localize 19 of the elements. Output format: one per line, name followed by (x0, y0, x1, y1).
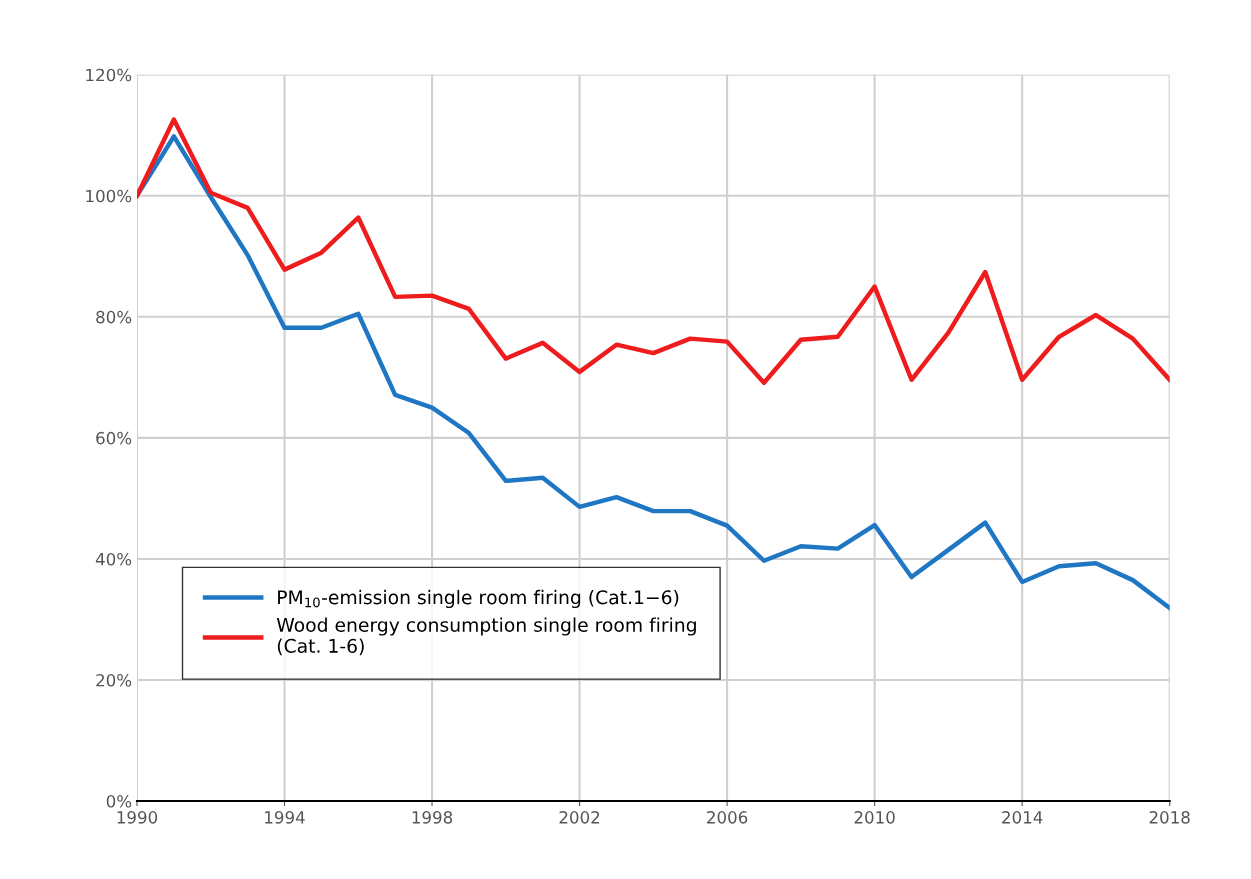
x-tick-label: 2006 (707, 811, 748, 824)
x-tick-label: 1994 (265, 811, 305, 824)
y-tick-label: 60% (96, 431, 132, 445)
x-tick-label: 1998 (412, 811, 453, 824)
line-series (136, 134, 1170, 611)
y-tick-label: 100% (86, 189, 132, 203)
x-tick-label: 2014 (1002, 811, 1043, 824)
y-tick-label: 80% (96, 310, 132, 324)
x-tick-label: 1990 (117, 811, 158, 824)
x-tick-label: 2010 (854, 811, 895, 824)
y-tick-label: 0% (106, 794, 132, 808)
y-tick-label: 120% (86, 68, 132, 82)
line-series (136, 117, 1170, 386)
legend-label: PM$_{10}$-emission single room firing (Cat.1−6) (278, 589, 679, 609)
y-tick-label: 20% (96, 673, 132, 687)
y-tick-label: 40% (95, 552, 132, 566)
x-tick-label: 2002 (559, 811, 600, 824)
legend-label: Wood energy consumption single room firing (Cat. 1-6) (276, 617, 696, 656)
x-tick-label: 2018 (1149, 811, 1190, 824)
